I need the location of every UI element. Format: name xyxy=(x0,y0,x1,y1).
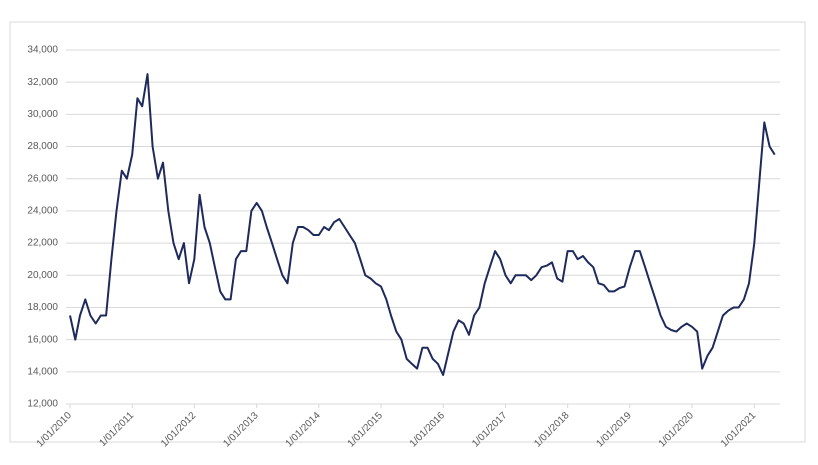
y-tick-label: 20,000 xyxy=(27,270,58,281)
y-tick-label: 16,000 xyxy=(27,334,58,345)
y-tick-label: 28,000 xyxy=(27,141,58,152)
y-tick-label: 24,000 xyxy=(27,206,58,217)
y-tick-label: 32,000 xyxy=(27,77,58,88)
y-tick-label: 26,000 xyxy=(27,173,58,184)
line-series xyxy=(69,73,776,376)
y-tick-label: 30,000 xyxy=(27,109,58,120)
y-tick-label: 18,000 xyxy=(27,302,58,313)
y-tick-label: 34,000 xyxy=(27,45,58,56)
y-tick-label: 14,000 xyxy=(27,366,58,377)
y-tick-label: 22,000 xyxy=(27,238,58,249)
y-tick-label: 12,000 xyxy=(27,399,58,410)
chart-frame xyxy=(9,21,806,443)
